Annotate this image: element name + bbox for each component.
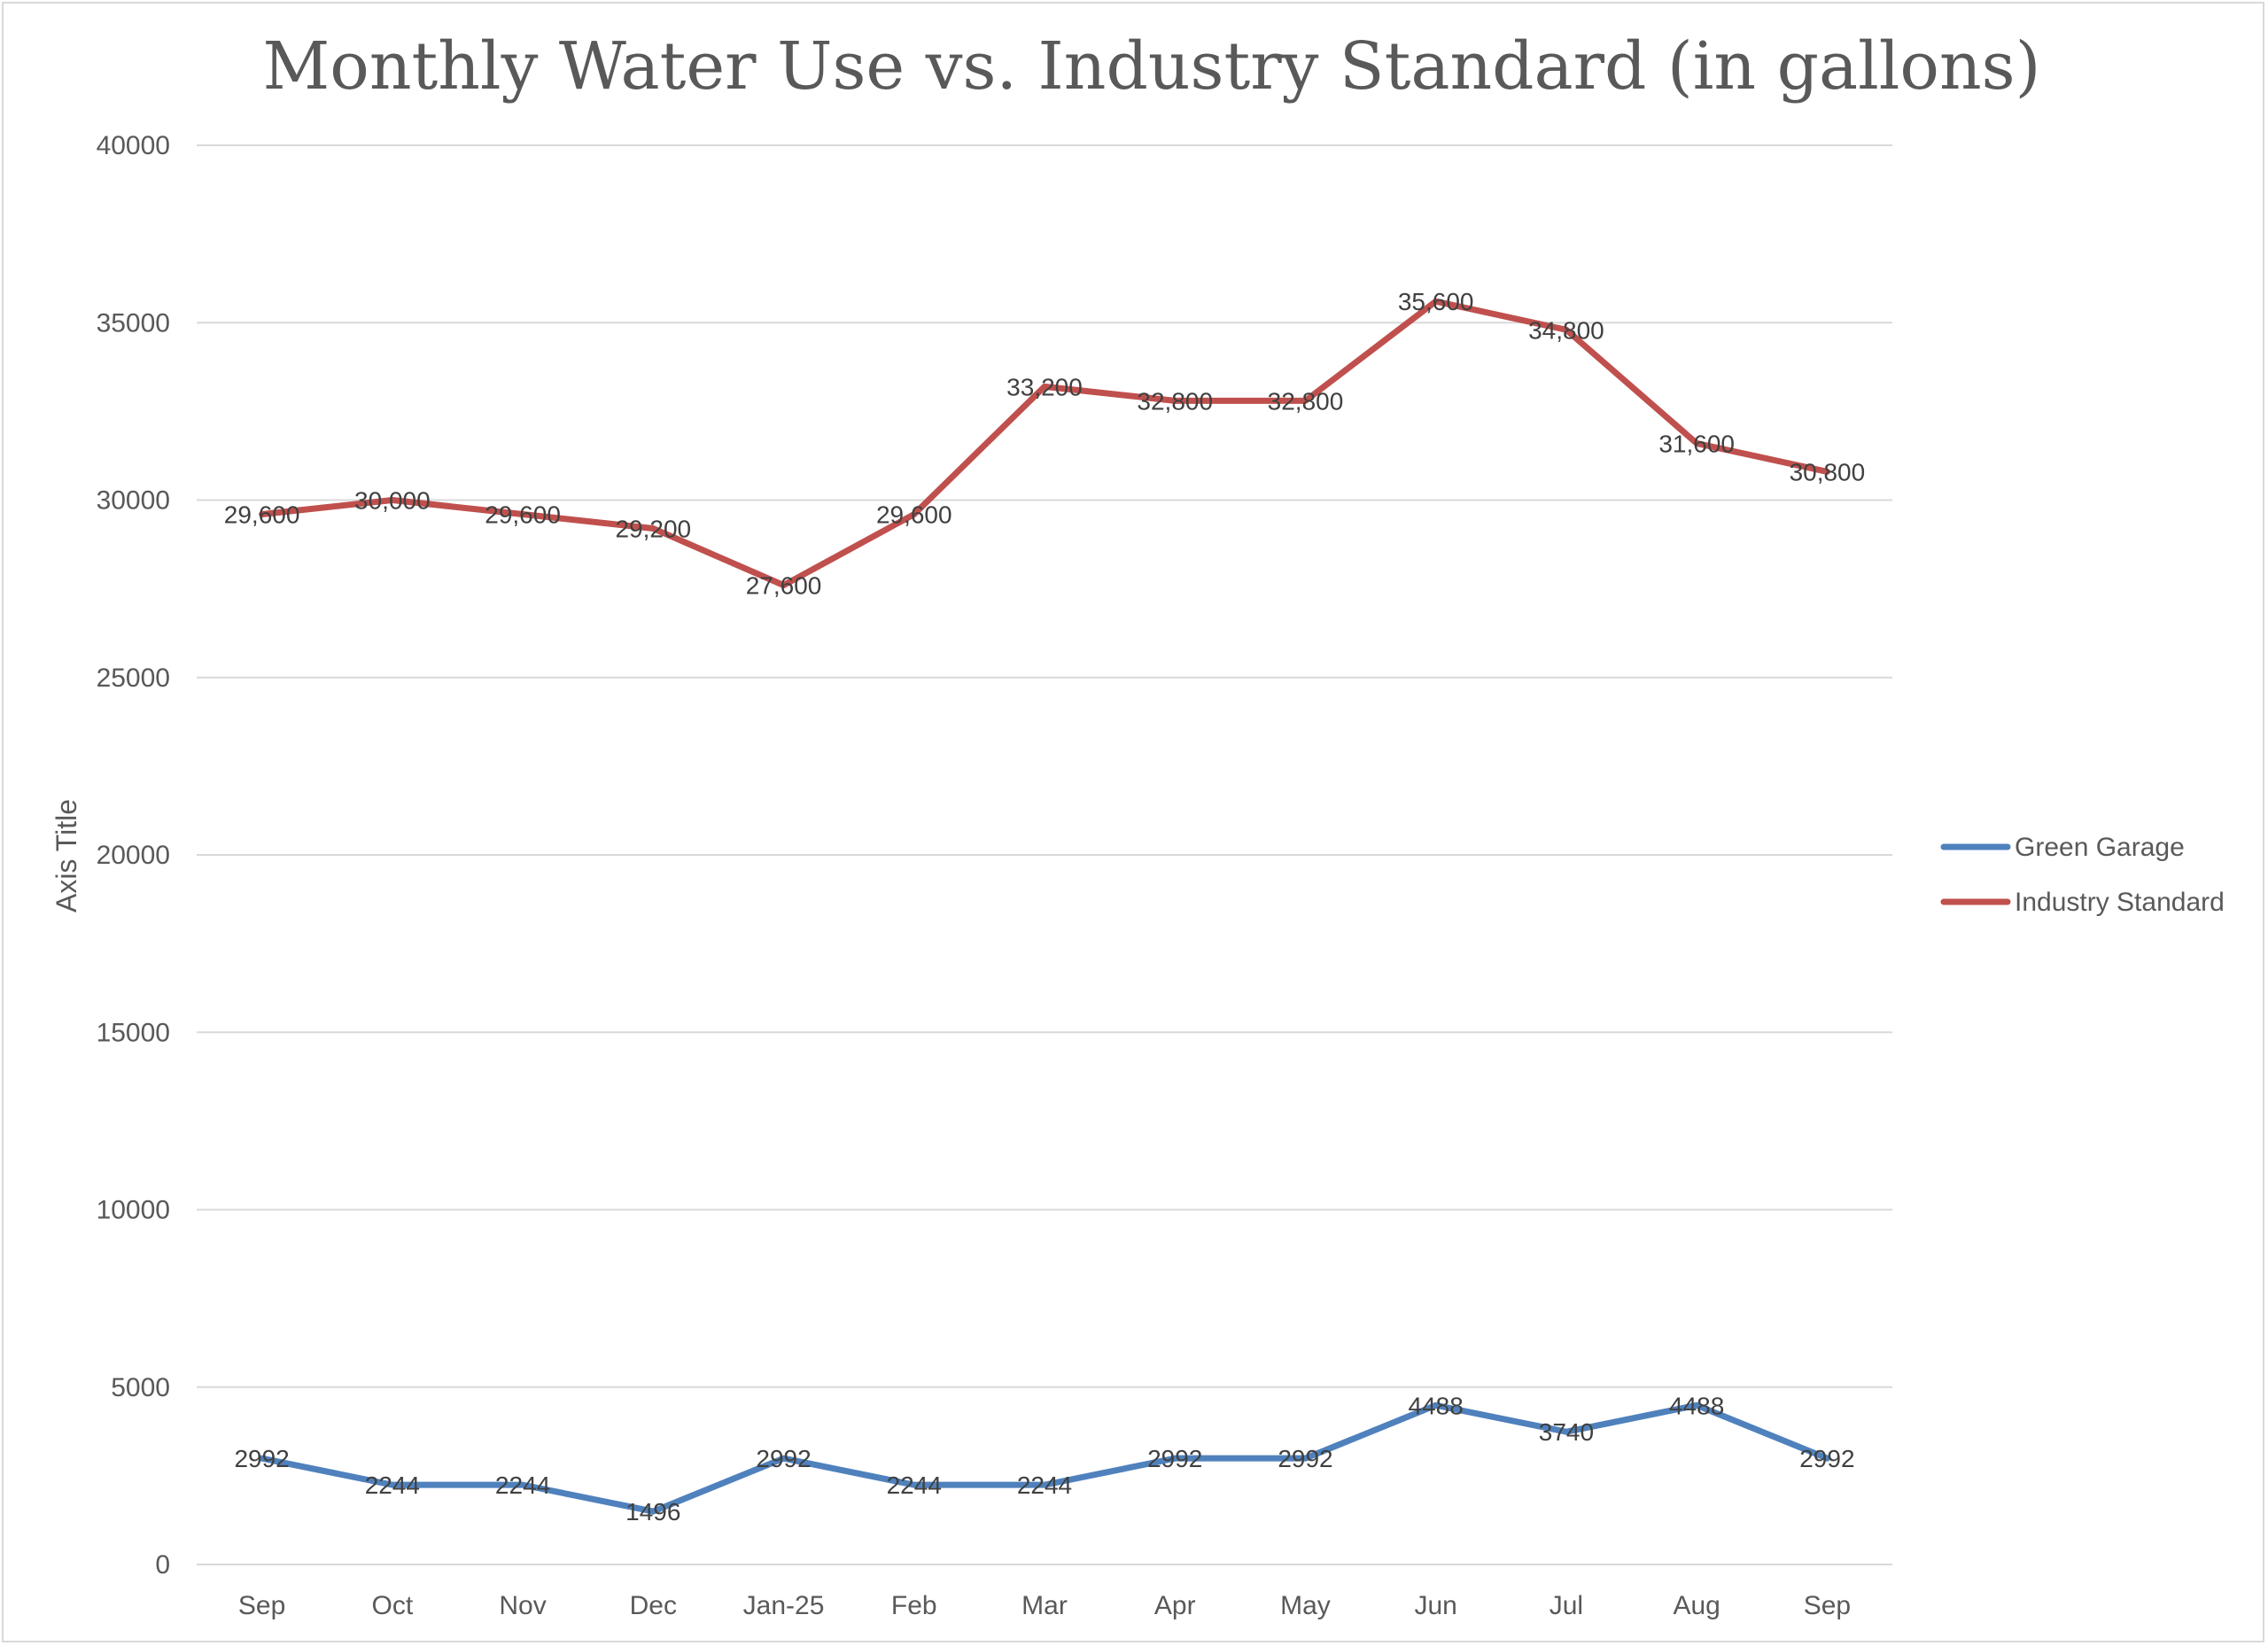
x-tick-label: Jan-25 bbox=[743, 1591, 825, 1620]
x-tick-label: Jul bbox=[1550, 1591, 1583, 1620]
data-label: 2244 bbox=[495, 1471, 550, 1499]
x-tick-label: Apr bbox=[1154, 1591, 1196, 1620]
gridlines bbox=[197, 144, 1892, 1565]
x-axis-ticks: Sep Oct Nov Dec Jan-25 Feb Mar Apr May Jun Jul Aug S… bbox=[238, 1591, 1851, 1620]
data-label: 2992 bbox=[1799, 1445, 1854, 1472]
x-tick-label: Aug bbox=[1673, 1591, 1720, 1620]
chart-title: Monthly Water Use vs. Industry Standard … bbox=[263, 28, 2041, 105]
data-label: 2992 bbox=[756, 1445, 811, 1472]
data-label: 32,800 bbox=[1137, 387, 1213, 415]
y-tick-label: 15000 bbox=[97, 1018, 170, 1047]
series-line bbox=[259, 1401, 1830, 1515]
data-label: 4488 bbox=[1409, 1392, 1464, 1419]
data-label: 30,800 bbox=[1790, 458, 1866, 485]
x-tick-label: Mar bbox=[1021, 1591, 1068, 1620]
x-tick-label: Nov bbox=[499, 1591, 546, 1620]
data-label: 1496 bbox=[625, 1498, 680, 1526]
data-label: 29,600 bbox=[485, 501, 561, 529]
y-tick-label: 0 bbox=[155, 1550, 170, 1580]
data-label: 4488 bbox=[1669, 1392, 1724, 1419]
data-label: 34,800 bbox=[1528, 316, 1604, 344]
data-label: 27,600 bbox=[746, 572, 822, 600]
x-tick-label: Oct bbox=[372, 1591, 414, 1620]
series-lines bbox=[259, 298, 1830, 1515]
y-tick-label: 20000 bbox=[97, 841, 170, 870]
y-tick-label: 5000 bbox=[111, 1373, 170, 1402]
data-label: 32,800 bbox=[1268, 387, 1344, 415]
data-label: 2244 bbox=[1017, 1471, 1072, 1499]
y-tick-label: 40000 bbox=[97, 131, 170, 160]
data-label: 2244 bbox=[887, 1471, 942, 1499]
data-label: 2992 bbox=[1278, 1445, 1332, 1472]
x-tick-label: Feb bbox=[891, 1591, 937, 1620]
data-label: 30,000 bbox=[354, 487, 431, 515]
data-label: 2244 bbox=[365, 1471, 420, 1499]
legend-label: Green Garage bbox=[2015, 833, 2185, 862]
y-tick-label: 35000 bbox=[97, 308, 170, 338]
x-tick-label: Sep bbox=[1804, 1591, 1851, 1620]
x-tick-label: Jun bbox=[1415, 1591, 1457, 1620]
x-tick-label: May bbox=[1280, 1591, 1331, 1620]
x-tick-label: Sep bbox=[238, 1591, 285, 1620]
data-label: 3740 bbox=[1539, 1418, 1594, 1446]
legend: Green Garage Industry Standard bbox=[1940, 833, 2225, 917]
y-tick-label: 10000 bbox=[97, 1196, 170, 1225]
data-label: 33,200 bbox=[1006, 373, 1083, 400]
y-tick-label: 25000 bbox=[97, 664, 170, 693]
x-tick-label: Dec bbox=[630, 1591, 677, 1620]
data-labels: 2992 2244 2244 1496 2992 2244 2244 2992 2992 4488… bbox=[224, 288, 1865, 1526]
legend-label: Industry Standard bbox=[2015, 888, 2225, 917]
y-tick-label: 30000 bbox=[97, 486, 170, 516]
data-label: 31,600 bbox=[1658, 430, 1735, 457]
data-label: 29,600 bbox=[876, 501, 952, 529]
data-label: 2992 bbox=[1147, 1445, 1202, 1472]
data-label: 2992 bbox=[234, 1445, 289, 1472]
y-axis-ticks: 0 5000 10000 15000 20000 25000 30000 35000 40000 bbox=[97, 131, 170, 1580]
data-label: 29,200 bbox=[615, 516, 691, 543]
series-line bbox=[259, 298, 1830, 589]
y-axis-title: Axis Title bbox=[50, 799, 82, 912]
data-label: 35,600 bbox=[1398, 288, 1474, 315]
data-label: 29,600 bbox=[224, 501, 300, 529]
